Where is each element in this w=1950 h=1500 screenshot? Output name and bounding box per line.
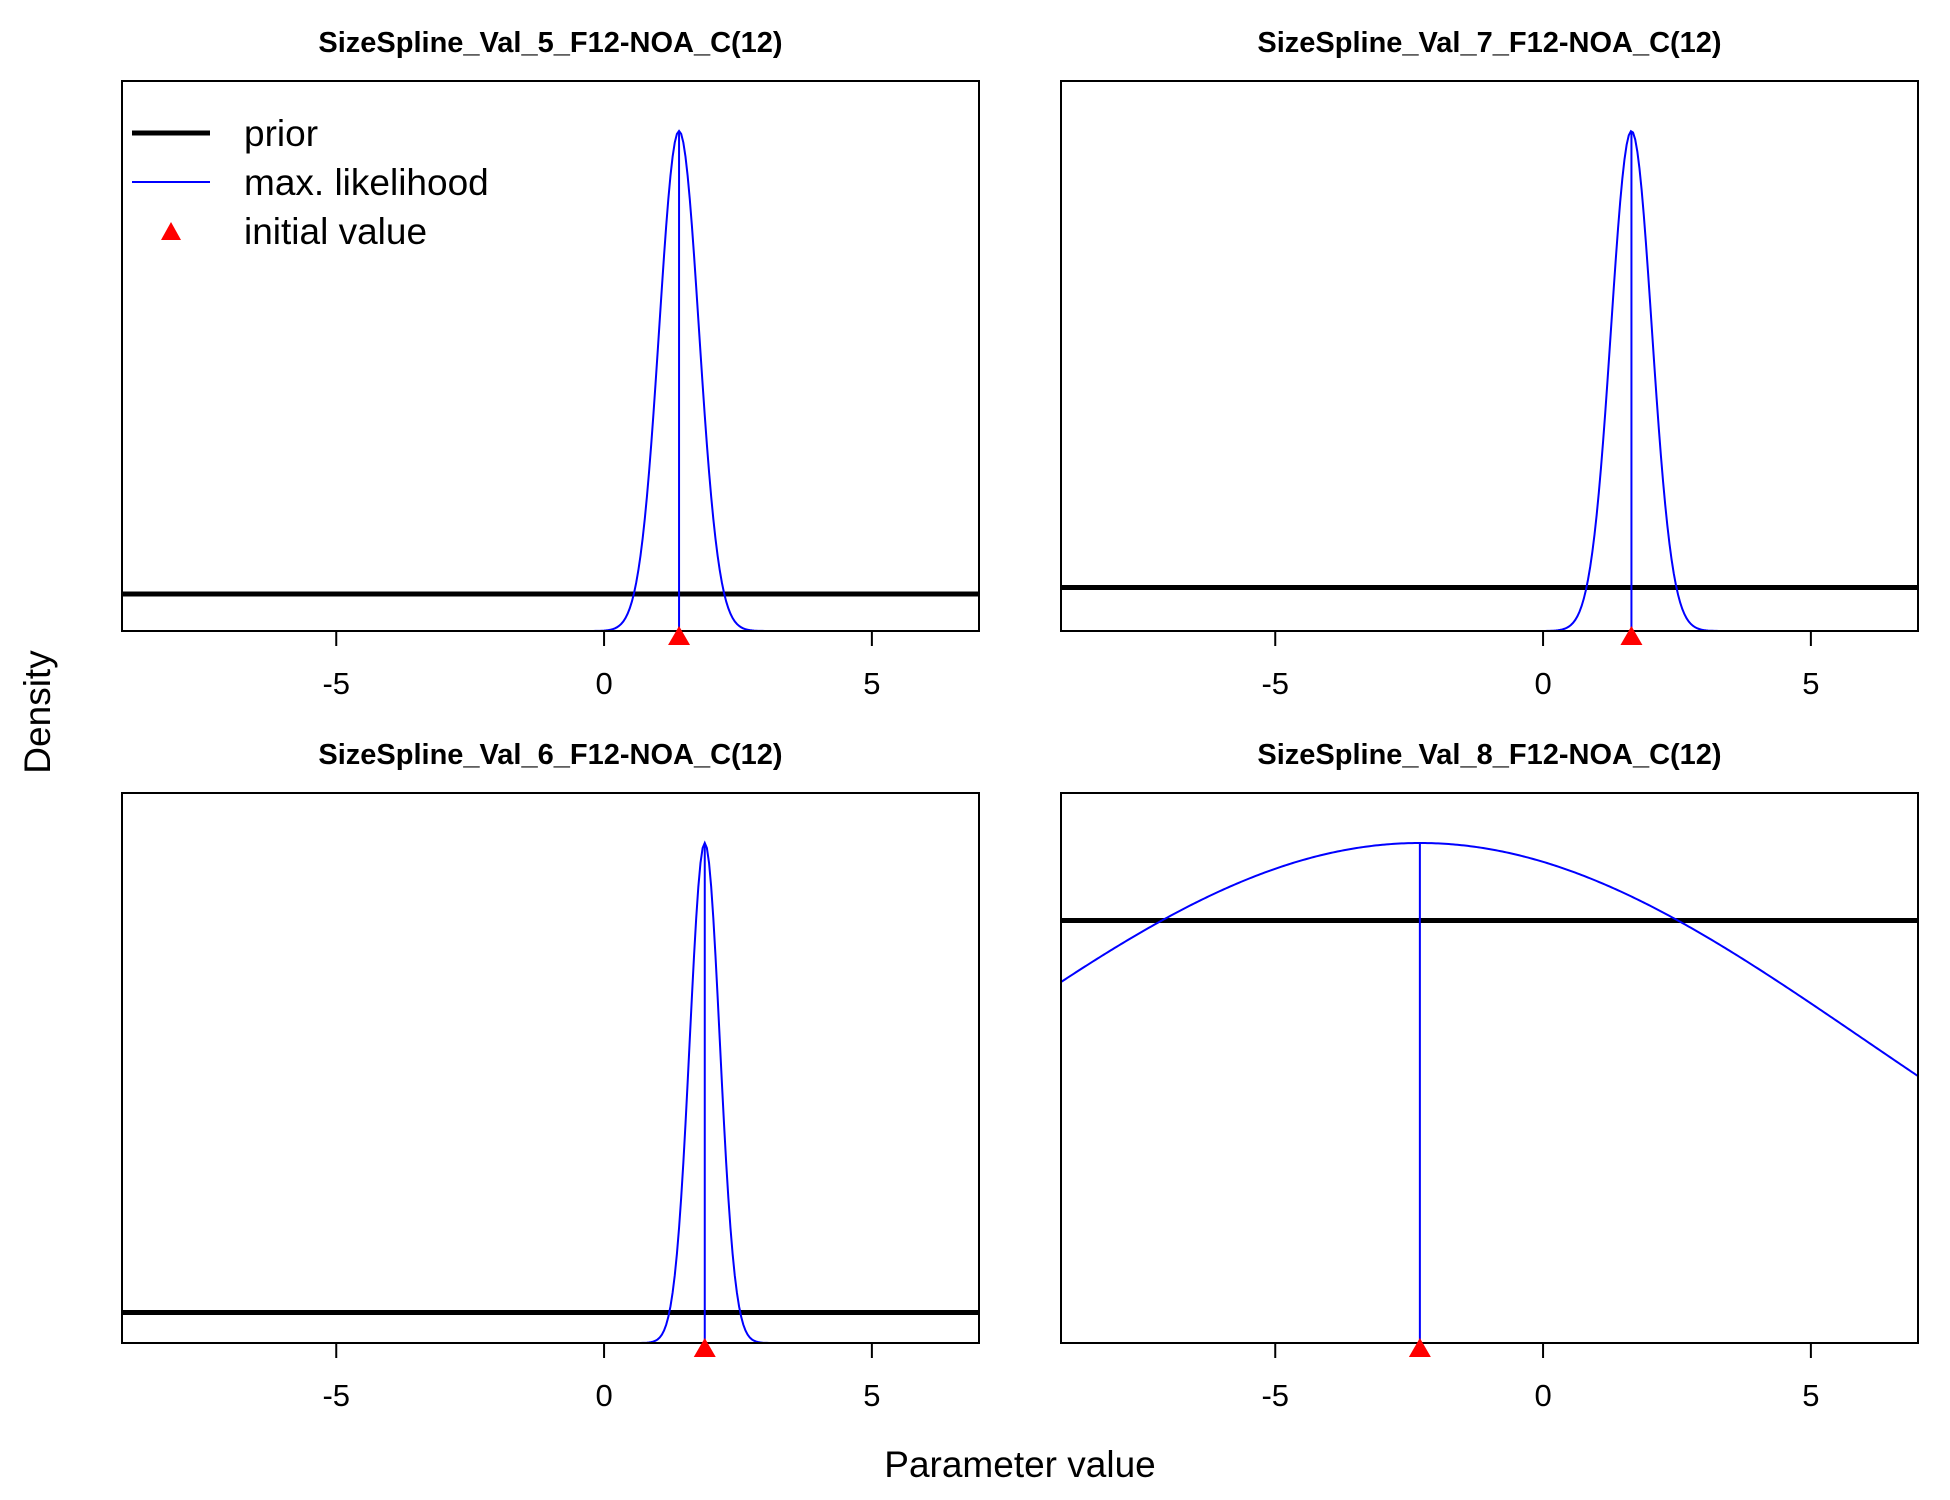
panel-title: SizeSpline_Val_8_F12-NOA_C(12)	[1257, 739, 1721, 771]
x-tick-label: -5	[322, 666, 350, 701]
x-tick-label: -5	[322, 1378, 350, 1413]
x-tick-label: 5	[863, 1378, 880, 1413]
initial-value-marker	[668, 626, 691, 645]
panel-title: SizeSpline_Val_6_F12-NOA_C(12)	[318, 739, 782, 771]
plot-frame	[1060, 80, 1919, 632]
x-tick-label: -5	[1261, 1378, 1289, 1413]
legend-label: prior	[244, 113, 318, 154]
x-tick-label: 0	[595, 1378, 612, 1413]
legend-label: initial value	[244, 211, 427, 252]
panels: SizeSpline_Val_5_F12-NOA_C(12) -5 0 5 prior m…	[121, 27, 1919, 1413]
x-tick-label: 0	[1534, 666, 1551, 701]
plot-frame	[121, 792, 980, 1344]
x-tick-label: 5	[1802, 1378, 1819, 1413]
likelihood-curve	[122, 129, 979, 631]
legend: prior max. likelihood initial value	[132, 113, 489, 252]
x-axis-title: Parameter value	[884, 1444, 1155, 1485]
panel-title: SizeSpline_Val_5_F12-NOA_C(12)	[318, 27, 782, 59]
x-tick-label: 0	[595, 666, 612, 701]
likelihood-curve	[122, 840, 979, 1343]
panel-1: SizeSpline_Val_5_F12-NOA_C(12) -5 0 5 prior m…	[121, 27, 980, 701]
initial-value-marker	[693, 1338, 716, 1357]
panel-2: SizeSpline_Val_7_F12-NOA_C(12) -5 0 5	[1060, 27, 1919, 701]
plot-frame	[1060, 792, 1919, 1344]
x-tick-label: 5	[1802, 666, 1819, 701]
x-tick-label: 0	[1534, 1378, 1551, 1413]
y-axis-title: Density	[17, 650, 58, 774]
plot-frame	[121, 80, 980, 632]
x-tick-label: 5	[863, 666, 880, 701]
likelihood-curve	[1061, 129, 1918, 631]
x-tick-label: -5	[1261, 666, 1289, 701]
initial-value-marker	[1620, 626, 1643, 645]
legend-label: max. likelihood	[244, 162, 489, 203]
panel-title: SizeSpline_Val_7_F12-NOA_C(12)	[1257, 27, 1721, 59]
initial-value-marker	[1408, 1338, 1431, 1357]
likelihood-curve	[1061, 842, 1918, 1077]
legend-initial-swatch	[161, 222, 181, 240]
panel-4: SizeSpline_Val_8_F12-NOA_C(12) -5 0 5	[1060, 739, 1919, 1413]
panel-3: SizeSpline_Val_6_F12-NOA_C(12) -5 0 5	[121, 739, 980, 1413]
